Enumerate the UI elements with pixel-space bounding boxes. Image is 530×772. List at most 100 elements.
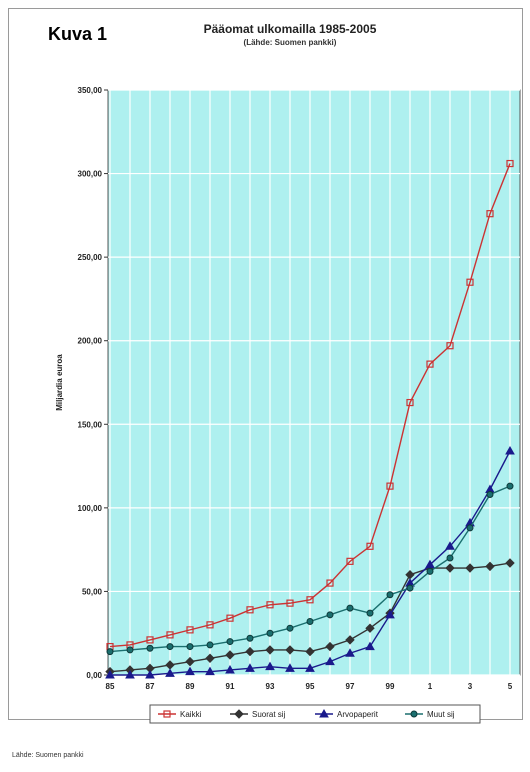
- data-point-3: [486, 490, 494, 498]
- data-point-0: [446, 342, 454, 350]
- y-tick-label: 250,00: [78, 253, 103, 262]
- data-point-3: [346, 604, 354, 612]
- data-point-3: [446, 554, 454, 562]
- data-point-1: [345, 635, 355, 645]
- data-point-0: [306, 596, 314, 604]
- data-point-0: [406, 398, 414, 407]
- data-point-0: [506, 159, 514, 168]
- data-point-3: [226, 638, 234, 646]
- data-point-0: [146, 636, 154, 644]
- data-point-0: [226, 614, 234, 622]
- data-point-0: [486, 210, 494, 218]
- data-point-2: [125, 669, 135, 679]
- chart-title: Pääomat ulkomailla 1985-2005: [203, 22, 377, 36]
- data-point-3: [126, 646, 134, 654]
- y-tick-label: 150,00: [78, 420, 103, 429]
- data-point-0: [266, 601, 274, 609]
- x-tick-label: 97: [346, 682, 355, 691]
- figure-label: Kuva 1: [48, 24, 108, 44]
- source-note: Lähde: Suomen pankki: [12, 752, 84, 759]
- data-point-2: [165, 668, 175, 677]
- data-point-1: [305, 646, 315, 657]
- legend-label: Muut sij: [427, 710, 455, 719]
- data-point-1: [185, 656, 195, 667]
- y-tick-label: 300,00: [78, 170, 103, 179]
- data-point-0: [186, 626, 194, 634]
- data-point-1: [485, 561, 495, 572]
- y-tick-label: 100,00: [78, 504, 103, 513]
- chart-subtitle: (Lähde: Suomen pankki): [243, 38, 337, 47]
- data-point-2: [265, 661, 275, 671]
- legend-marker: [410, 710, 418, 718]
- legend-label: Suorat sij: [252, 710, 286, 719]
- data-point-2: [225, 664, 235, 674]
- y-tick-label: 0,00: [86, 671, 102, 680]
- data-point-0: [286, 599, 294, 607]
- data-point-3: [426, 567, 434, 575]
- data-point-2: [185, 666, 195, 676]
- x-tick-label: 91: [226, 682, 235, 691]
- data-point-1: [205, 653, 215, 663]
- data-point-2: [425, 559, 435, 569]
- data-point-0: [246, 606, 254, 614]
- data-point-2: [325, 656, 335, 666]
- data-point-1: [365, 623, 375, 633]
- x-tick-label: 93: [266, 682, 275, 691]
- data-point-3: [146, 644, 154, 652]
- x-tick-label: 1: [428, 682, 433, 691]
- legend-label: Arvopaperit: [337, 710, 379, 719]
- data-point-1: [445, 563, 455, 573]
- series-line-0: [109, 163, 511, 648]
- data-point-1: [245, 646, 255, 657]
- data-point-1: [225, 650, 235, 660]
- data-point-0: [206, 621, 214, 629]
- data-point-3: [506, 482, 514, 490]
- data-point-3: [186, 643, 194, 651]
- data-point-2: [145, 669, 155, 679]
- data-point-1: [285, 645, 295, 655]
- data-point-0: [326, 579, 334, 587]
- data-point-0: [466, 278, 474, 286]
- legend-marker: [163, 710, 171, 718]
- data-point-2: [285, 663, 295, 672]
- x-tick-label: 99: [386, 682, 395, 691]
- data-point-3: [106, 648, 114, 656]
- legend-marker: [234, 709, 244, 719]
- data-point-3: [326, 611, 334, 619]
- data-point-3: [366, 609, 374, 617]
- data-point-2: [345, 648, 355, 657]
- x-tick-label: 85: [106, 682, 115, 691]
- data-point-1: [265, 645, 275, 655]
- data-point-0: [346, 557, 354, 565]
- data-point-0: [426, 360, 434, 368]
- data-point-2: [445, 541, 455, 550]
- data-point-2: [385, 609, 395, 619]
- data-point-3: [266, 629, 274, 637]
- data-point-3: [206, 641, 214, 649]
- data-point-2: [105, 669, 115, 679]
- data-point-1: [325, 641, 335, 652]
- data-point-2: [245, 663, 255, 672]
- data-point-3: [466, 524, 474, 532]
- data-point-0: [386, 482, 394, 490]
- x-tick-label: 87: [146, 682, 155, 691]
- data-point-1: [505, 558, 515, 568]
- legend-label: Kaikki: [180, 710, 202, 719]
- data-point-3: [246, 634, 254, 642]
- data-point-2: [505, 446, 515, 455]
- data-point-0: [366, 542, 374, 550]
- x-tick-label: 5: [508, 682, 513, 691]
- x-tick-label: 3: [468, 682, 473, 691]
- data-point-0: [166, 631, 174, 639]
- data-point-3: [306, 618, 314, 626]
- data-point-3: [166, 643, 174, 651]
- data-point-1: [465, 563, 475, 573]
- data-point-3: [286, 624, 294, 632]
- y-tick-label: 350,00: [78, 86, 103, 95]
- x-tick-label: 95: [306, 682, 315, 691]
- data-point-2: [365, 641, 375, 651]
- y-axis-label: Miljardia euroa: [55, 354, 64, 411]
- legend-marker: [319, 708, 329, 718]
- data-point-2: [305, 663, 315, 672]
